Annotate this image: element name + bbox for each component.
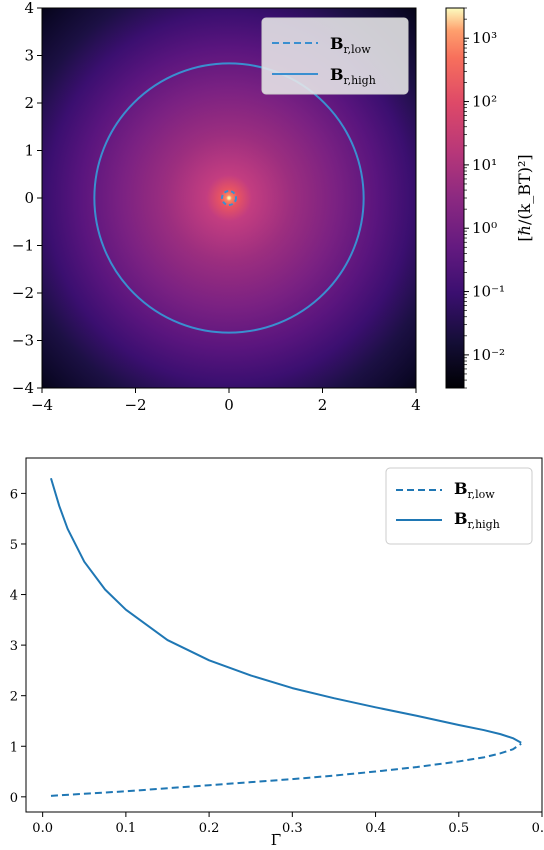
x-tick-label: 0.0 xyxy=(32,821,53,836)
colorbar-tick-label: 10⁻¹ xyxy=(472,283,505,301)
colorbar-tick-label: 10³ xyxy=(472,29,497,47)
y-tick-label: 2 xyxy=(10,690,18,705)
y-tick-label: 4 xyxy=(24,0,34,17)
colorbar: 10⁻² 10⁻¹ 10⁰ 10¹ 10² 10³ [ℏ/(k_BT)²] xyxy=(445,7,534,389)
heatmap-panel: −4 −2 0 2 4 −4 −3 −2 −1 0 1 2 3 4 Br,low Br,high 10⁻… xyxy=(12,0,534,414)
line-x-axis-label: Γ̄ xyxy=(271,831,281,849)
line-legend: Br,low Br,high xyxy=(385,467,533,545)
y-tick-label: 1 xyxy=(24,142,34,160)
colorbar-tick-label: 10⁻² xyxy=(472,346,505,364)
colorbar-label: [ℏ/(k_BT)²] xyxy=(515,154,534,241)
line-legend-box xyxy=(385,467,533,545)
x-tick-label: −4 xyxy=(31,396,53,414)
series-line-low xyxy=(50,742,522,797)
x-tick-label: 4 xyxy=(411,396,421,414)
y-tick-label: 0 xyxy=(10,791,18,806)
y-tick-label: 6 xyxy=(10,487,18,502)
x-tick-label: 0.6 xyxy=(532,821,544,836)
colorbar-gradient xyxy=(445,7,465,389)
x-tick-label: 0.4 xyxy=(365,821,386,836)
y-tick-label: 4 xyxy=(10,589,18,604)
y-tick-label: −4 xyxy=(12,379,34,397)
legend-label-high: Br,high xyxy=(330,65,376,87)
series-line-high xyxy=(50,477,522,744)
heatmap-y-axis: −4 −3 −2 −1 0 1 2 3 4 xyxy=(12,0,42,397)
legend-label-low: Br,low xyxy=(330,34,371,56)
y-tick-label: 1 xyxy=(10,740,18,755)
y-tick-label: 2 xyxy=(24,94,34,112)
line-y-axis: 0 1 2 3 4 5 6 xyxy=(10,487,26,806)
x-tick-label: −2 xyxy=(124,396,146,414)
x-tick-label: 0.1 xyxy=(116,821,137,836)
y-tick-label: 3 xyxy=(24,47,34,65)
x-tick-label: 0 xyxy=(224,396,234,414)
x-tick-label: 0.5 xyxy=(448,821,469,836)
colorbar-tick-label: 10² xyxy=(472,93,497,111)
x-tick-label: 0.3 xyxy=(282,821,303,836)
line-x-axis: 0.0 0.1 0.2 0.3 0.4 0.5 0.6 xyxy=(32,812,544,836)
y-tick-label: 3 xyxy=(10,639,18,654)
x-tick-label: 0.2 xyxy=(199,821,220,836)
y-tick-label: −1 xyxy=(12,237,34,255)
y-tick-label: −3 xyxy=(12,332,34,350)
legend-label-high: Br,high xyxy=(454,509,500,531)
legend-label-low: Br,low xyxy=(454,479,495,501)
heatmap-x-axis: −4 −2 0 2 4 xyxy=(31,388,421,414)
y-tick-label: 0 xyxy=(24,189,34,207)
y-tick-label: 5 xyxy=(10,538,18,553)
colorbar-tick-label: 10¹ xyxy=(472,156,497,174)
x-tick-label: 2 xyxy=(318,396,328,414)
circle-high xyxy=(93,62,365,334)
y-tick-label: −2 xyxy=(12,284,34,302)
line-panel: 0.0 0.1 0.2 0.3 0.4 0.5 0.6 0 1 2 3 4 5 6 Γ̄ Br,low … xyxy=(10,457,544,849)
heatmap-legend: Br,low Br,high xyxy=(261,17,409,95)
colorbar-tick-label: 10⁰ xyxy=(472,219,497,237)
circle-low xyxy=(220,189,238,207)
